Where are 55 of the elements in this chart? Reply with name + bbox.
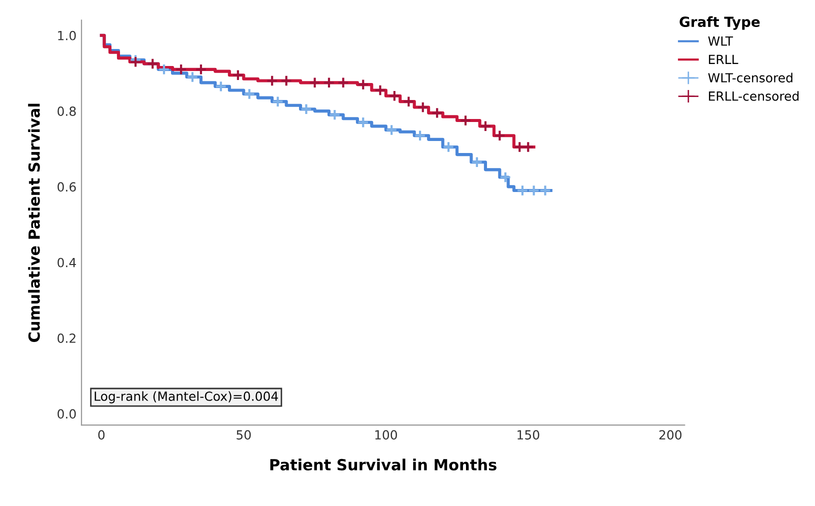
point — [280, 74, 292, 87]
y-tick-label: 0.2 — [58, 334, 76, 343]
point — [214, 80, 227, 92]
point — [431, 107, 444, 119]
point — [323, 76, 335, 89]
point — [300, 103, 312, 116]
point — [232, 69, 244, 81]
point — [388, 90, 400, 102]
point — [195, 64, 207, 76]
point — [386, 124, 398, 136]
legend-label: ERLL-censored — [708, 91, 799, 101]
legend-label: WLT-censored — [708, 72, 792, 82]
point — [499, 171, 512, 184]
y-tick-label: 0.8 — [58, 106, 76, 116]
y-tick-label: 0.6 — [58, 182, 76, 192]
point — [480, 120, 492, 132]
point — [402, 96, 415, 108]
point — [514, 141, 526, 153]
point — [357, 78, 370, 90]
y-tick-label: 0.4 — [58, 258, 76, 268]
annotation: Log-rank (Mantel-Cox)=0.004 — [94, 391, 278, 404]
x-axis-title: Patient Survival in Months — [270, 458, 496, 470]
point — [460, 114, 472, 126]
point — [471, 156, 483, 168]
x-tick-label: 100 — [375, 430, 397, 440]
point — [374, 84, 386, 96]
point — [414, 130, 426, 142]
x-tick-label: 50 — [236, 430, 251, 440]
legend-label: WLT — [708, 36, 734, 46]
x-tick-label: 200 — [659, 430, 682, 440]
point — [328, 108, 341, 121]
point — [416, 101, 429, 114]
point — [158, 64, 170, 76]
y-tick-label: 0.0 — [58, 409, 76, 419]
point — [146, 58, 159, 70]
point — [243, 88, 256, 100]
point — [442, 141, 454, 153]
y-tick-label: 1.0 — [58, 30, 76, 40]
point — [494, 130, 506, 142]
point — [522, 141, 534, 153]
legend-title: Graft Type — [680, 16, 760, 30]
legend-label: ERLL — [708, 54, 738, 64]
point — [308, 76, 321, 89]
point — [516, 184, 528, 196]
point — [357, 116, 370, 128]
point — [175, 64, 187, 76]
x-tick-label: 0 — [98, 430, 105, 440]
point — [186, 71, 198, 83]
y-axis-title: Cumulative Patient Survival — [28, 104, 40, 342]
point — [337, 76, 350, 89]
point — [272, 96, 284, 108]
point — [528, 184, 540, 196]
point — [539, 184, 552, 196]
x-tick-label: 150 — [518, 430, 540, 440]
point — [266, 74, 278, 87]
